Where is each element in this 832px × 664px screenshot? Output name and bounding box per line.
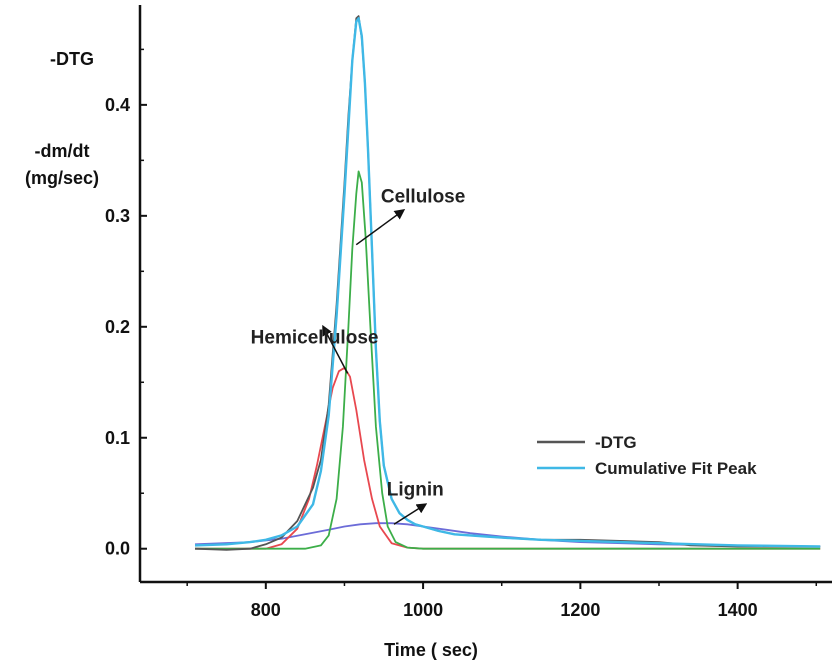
- y-axis-title-line-1: -DTG: [50, 49, 94, 69]
- x-axis-title: Time ( sec): [384, 640, 478, 660]
- y-axis-title-line-2: -dm/dt: [35, 141, 90, 161]
- x-tick-label: 1400: [718, 600, 758, 620]
- series-layer: [194, 15, 821, 551]
- annotation-cellulose: Cellulose: [381, 187, 465, 208]
- arrow-cellulose: [355, 209, 406, 246]
- x-tick-label: 800: [251, 600, 281, 620]
- annotation-hemicellulose: Hemicellulose: [251, 327, 379, 348]
- y-axis-title-line-3: (mg/sec): [25, 168, 99, 188]
- y-tick-label: 0.0: [105, 539, 130, 559]
- axes: 0.0 0.1 0.2 0.3 0.4 800 1000 1200 1400: [105, 5, 832, 620]
- x-tick-label: 1000: [403, 600, 443, 620]
- annotation-lignin: Lignin: [387, 479, 444, 500]
- annotations: Cellulose Hemicellulose Lignin: [251, 187, 465, 525]
- x-tick-label: 1200: [560, 600, 600, 620]
- y-tick-label: 0.1: [105, 428, 130, 448]
- y-tick-label: 0.3: [105, 206, 130, 226]
- y-tick-label: 0.4: [105, 95, 130, 115]
- legend-label-dtg: -DTG: [595, 433, 637, 452]
- y-axis-title: -DTG -dm/dt (mg/sec): [25, 49, 99, 188]
- arrow-lignin: [393, 503, 428, 525]
- series-line-blue-peak: [194, 522, 821, 548]
- series-line-cumulative-fit-peak: [194, 17, 821, 548]
- series-line-green-peak: [195, 170, 821, 550]
- legend-label-cumulative-fit-peak: Cumulative Fit Peak: [595, 459, 757, 478]
- legend: -DTG Cumulative Fit Peak: [537, 433, 757, 478]
- y-tick-label: 0.2: [105, 317, 130, 337]
- arrow-hemicellulose: [322, 324, 349, 374]
